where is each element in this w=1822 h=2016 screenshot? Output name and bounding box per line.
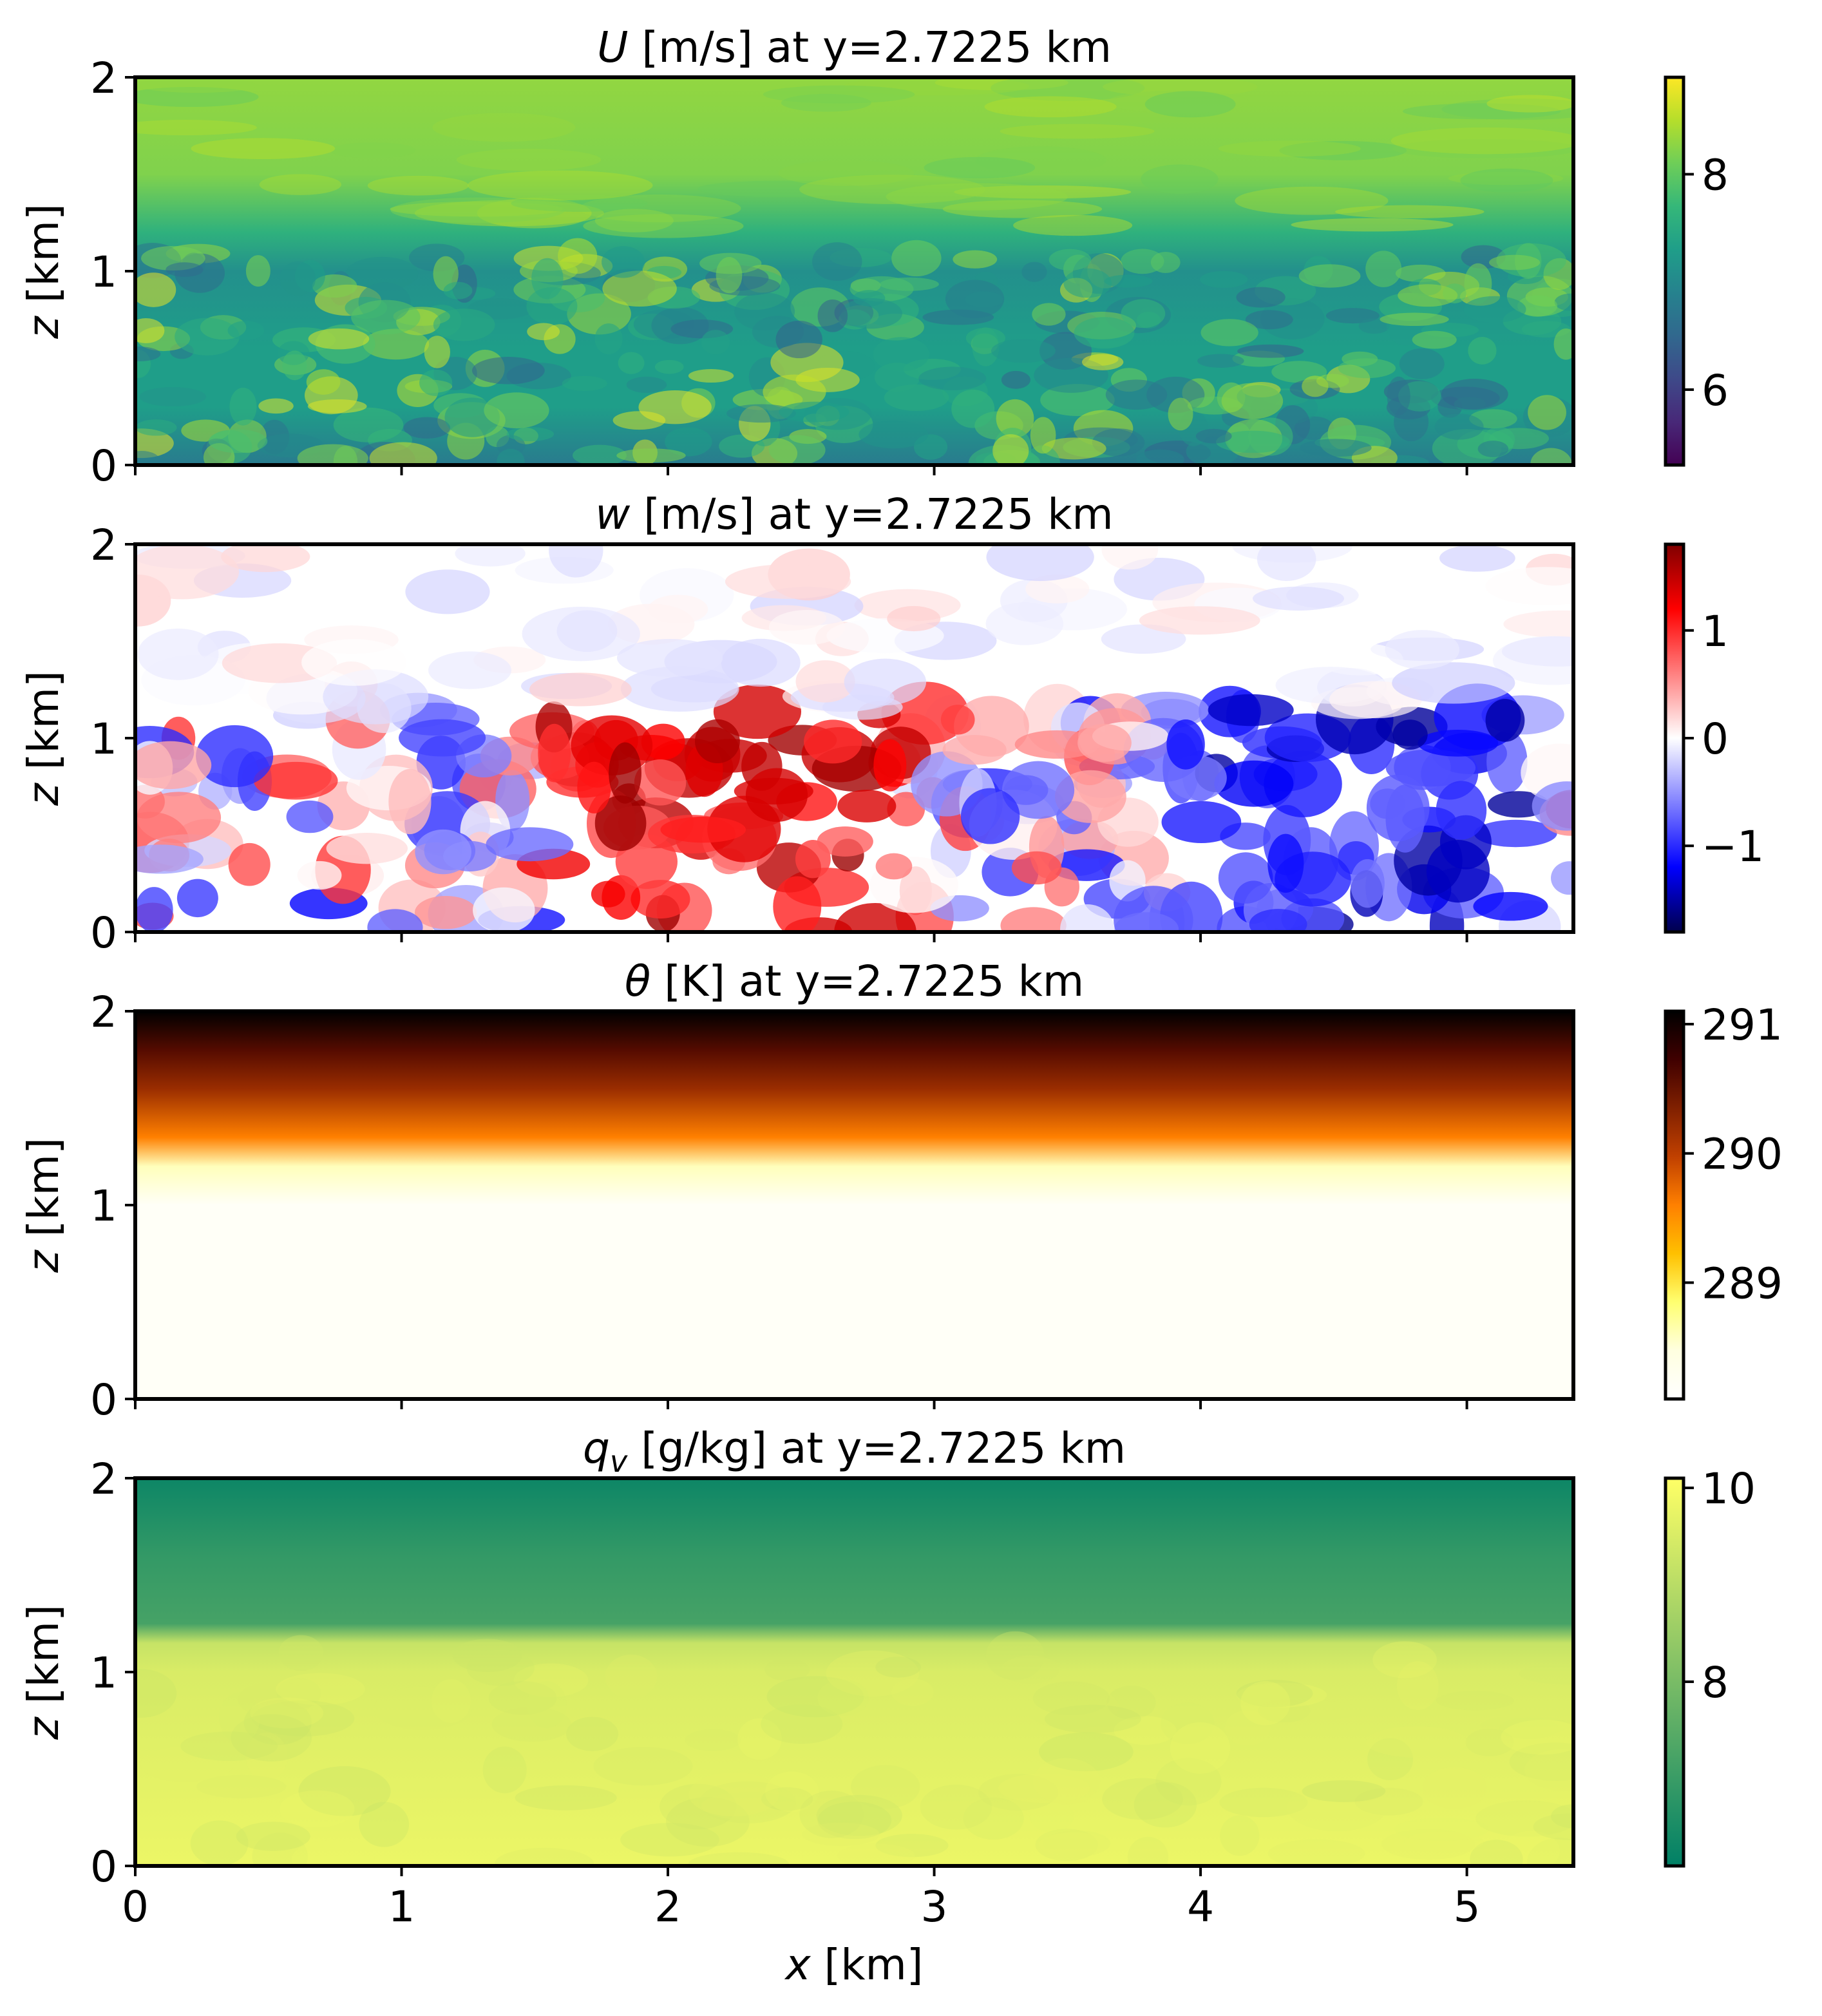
turbulence-texture [135, 1631, 1573, 1866]
panel-2: w [m/s] at y=2.7225 km z [km] 0 1 2 −1 0 1 [19, 490, 1764, 958]
x-axis-label: x [km] [784, 1940, 923, 1990]
x-tick-label: 4 [1187, 1882, 1214, 1932]
turbulence-texture [135, 77, 1573, 465]
colorbar-tick-label: −1 [1702, 822, 1764, 871]
x-tick-label: 5 [1454, 1882, 1481, 1932]
panel-3: θ [K] at y=2.7225 km z [km] 0 1 2 289 290 291 [19, 956, 1783, 1425]
y-axis-label: z [km] [19, 1604, 68, 1740]
y-axis-label: z [km] [19, 204, 68, 339]
colorbar-tick-label: 10 [1702, 1464, 1756, 1514]
colorbar-tick-label: 6 [1702, 366, 1729, 415]
panel-title: U [m/s] at y=2.7225 km [597, 23, 1112, 72]
x-tick-label: 1 [388, 1882, 415, 1932]
colorbar-tick-label: 0 [1702, 714, 1729, 764]
heatmap-field [135, 1478, 1573, 1866]
colorbar-frame [1664, 75, 1685, 467]
y-tick-label: 0 [90, 1842, 117, 1892]
colorbar [1665, 77, 1684, 465]
colorbar [1665, 1478, 1684, 1866]
y-tick-label: 0 [90, 441, 117, 491]
x-tick-label: 0 [122, 1882, 149, 1932]
y-tick-label: 1 [90, 1181, 117, 1231]
y-tick-label: 1 [90, 1648, 117, 1698]
colorbar-tick-label: 8 [1702, 151, 1729, 200]
colorbar-frame [1664, 1476, 1685, 1868]
colorbar-tick-label: 291 [1702, 1000, 1783, 1050]
y-tick-label: 2 [90, 1454, 117, 1504]
panel-1: U [m/s] at y=2.7225 km z [km] 0 1 2 6 8 [19, 23, 1729, 491]
colorbar-tick-label: 8 [1702, 1658, 1729, 1707]
colorbar-tick-label: 289 [1702, 1259, 1783, 1308]
panel-title: w [m/s] at y=2.7225 km [595, 490, 1113, 539]
turbulence-texture [135, 544, 1573, 932]
colorbar [1665, 1011, 1684, 1399]
y-tick-label: 0 [90, 908, 117, 958]
y-axis-label: z [km] [19, 670, 68, 806]
y-tick-label: 2 [90, 520, 117, 570]
panel-4: qv [g/kg] at y=2.7225 km z [km] 0 1 2 0 1 2 3 4 5 x… [19, 1423, 1756, 1990]
x-tick-label: 3 [921, 1882, 948, 1932]
y-tick-label: 1 [90, 714, 117, 764]
y-tick-label: 2 [90, 987, 117, 1037]
y-tick-label: 0 [90, 1375, 117, 1425]
y-tick-label: 1 [90, 247, 117, 297]
colorbar [1665, 544, 1684, 932]
y-tick-label: 2 [90, 53, 117, 103]
colorbar-frame [1664, 1009, 1685, 1401]
heatmap-field [135, 1011, 1573, 1399]
panel-title: θ [K] at y=2.7225 km [625, 956, 1084, 1006]
colorbar-tick-label: 1 [1702, 607, 1729, 656]
y-axis-label: z [km] [19, 1137, 68, 1273]
colorbar-tick-label: 290 [1702, 1130, 1783, 1179]
panel-title: qv [g/kg] at y=2.7225 km [583, 1423, 1126, 1479]
x-tick-label: 2 [654, 1882, 681, 1932]
